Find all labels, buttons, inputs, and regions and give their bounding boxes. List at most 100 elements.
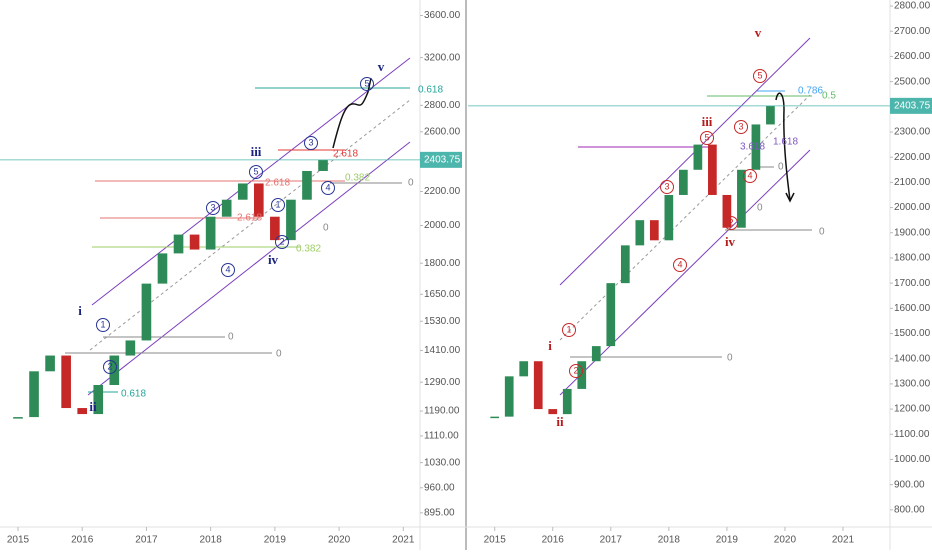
- candle: [635, 220, 645, 246]
- candle: [286, 199, 296, 241]
- y-tick-label: 1100.00: [894, 429, 930, 440]
- candle: [189, 234, 200, 250]
- wave-number: 1: [566, 324, 571, 334]
- candle: [125, 340, 136, 356]
- candle: [157, 253, 168, 284]
- y-tick-label: 2000.00: [424, 220, 461, 231]
- candle: [751, 124, 761, 170]
- wave-label: i: [548, 338, 552, 353]
- x-tick-label: 2020: [774, 535, 797, 546]
- candle: [45, 355, 55, 372]
- fib-label: 0.618: [121, 389, 146, 400]
- wave-circle: [206, 201, 220, 215]
- wave-number: 4: [325, 182, 330, 192]
- fib-label: 2.618: [265, 178, 290, 189]
- y-tick-label: 2600.00: [424, 126, 461, 137]
- wave-number: 3: [738, 121, 743, 131]
- candle: [173, 234, 184, 254]
- candle: [109, 355, 120, 385]
- x-tick-label: 2016: [542, 535, 565, 546]
- fib-label: 0: [727, 353, 733, 364]
- fib-label: 0: [323, 223, 329, 234]
- y-tick-label: 1300.00: [894, 379, 931, 390]
- candle: [61, 355, 71, 409]
- wave-circle: [321, 181, 335, 195]
- wave-circle: [753, 69, 767, 83]
- wave-label: iv: [268, 252, 279, 267]
- fib-label: 0: [757, 203, 763, 214]
- y-tick-label: 2700.00: [894, 26, 931, 37]
- wave-number: 3: [210, 202, 215, 212]
- y-tick-label: 3200.00: [424, 52, 461, 63]
- y-tick-label: 1800.00: [424, 258, 461, 269]
- candle: [77, 408, 88, 415]
- wave-circle: [660, 180, 674, 194]
- y-tick-label: 1500.00: [894, 328, 931, 339]
- projection-curve: [332, 77, 372, 149]
- wave-number: 4: [677, 259, 682, 269]
- y-tick-label: 900.00: [894, 479, 925, 490]
- y-tick-label: 1600.00: [894, 303, 931, 314]
- wave-number: 5: [364, 78, 369, 88]
- candle: [318, 159, 328, 171]
- x-tick-label: 2015: [484, 535, 507, 546]
- y-tick-label: 1700.00: [894, 278, 931, 289]
- x-tick-label: 2018: [658, 535, 681, 546]
- wave-circle: [275, 235, 289, 249]
- wave-number: 2: [728, 217, 733, 227]
- x-tick-label: 2020: [328, 535, 351, 546]
- candle: [302, 170, 312, 200]
- wave-circle: [569, 364, 583, 378]
- wave-circle: [360, 77, 374, 91]
- fib-label: 0: [778, 162, 784, 173]
- x-tick-label: 2015: [7, 535, 30, 546]
- y-tick-label: 2100.00: [894, 177, 931, 188]
- fib-label: 0: [408, 178, 414, 189]
- channel-mid: [89, 99, 411, 351]
- candle: [253, 183, 264, 217]
- fib-label: 0: [819, 227, 825, 238]
- wave-label: iv: [725, 234, 736, 249]
- wave-label: iii: [251, 144, 262, 159]
- candle: [620, 245, 630, 284]
- y-tick-label: 1190.00: [424, 406, 460, 417]
- candle: [93, 384, 104, 415]
- wave-circle: [673, 258, 687, 272]
- y-tick-label: 895.00: [424, 507, 455, 518]
- wave-circle: [103, 360, 117, 374]
- arrow-head: [785, 192, 795, 203]
- y-tick-label: 2800.00: [894, 1, 931, 12]
- candle: [237, 183, 248, 200]
- y-tick-label: 2200.00: [424, 186, 461, 197]
- last-price-tag: [420, 151, 462, 168]
- last-price-tag: [890, 97, 932, 114]
- fib-label: 2.618: [237, 213, 262, 224]
- y-tick-label: 960.00: [424, 482, 455, 493]
- last-price-label: 2403.75: [424, 154, 461, 165]
- y-tick-label: 1000.00: [894, 454, 931, 465]
- x-tick-label: 2018: [200, 535, 223, 546]
- y-tick-label: 3600.00: [424, 10, 461, 21]
- wave-number: 1: [100, 319, 105, 329]
- wave-number: 4: [225, 264, 230, 274]
- wave-circle: [249, 165, 263, 179]
- candle: [141, 283, 152, 341]
- projection-curve: [775, 92, 791, 201]
- y-tick-label: 1410.00: [424, 345, 461, 356]
- fib-label: 0: [228, 332, 234, 343]
- channel-line: [559, 149, 811, 396]
- y-tick-label: 1110.00: [424, 431, 459, 442]
- candle: [708, 144, 717, 195]
- fib-label: 0.618: [418, 85, 443, 96]
- candle: [548, 409, 558, 415]
- wave-number: 3: [308, 137, 313, 147]
- wave-label: iii: [702, 114, 713, 129]
- candle: [664, 194, 674, 241]
- candle: [606, 283, 616, 347]
- wave-circle: [221, 263, 235, 277]
- wave-label: v: [378, 59, 385, 74]
- wave-label: ii: [89, 399, 97, 414]
- candle: [577, 361, 587, 389]
- wave-number: 5: [704, 132, 709, 142]
